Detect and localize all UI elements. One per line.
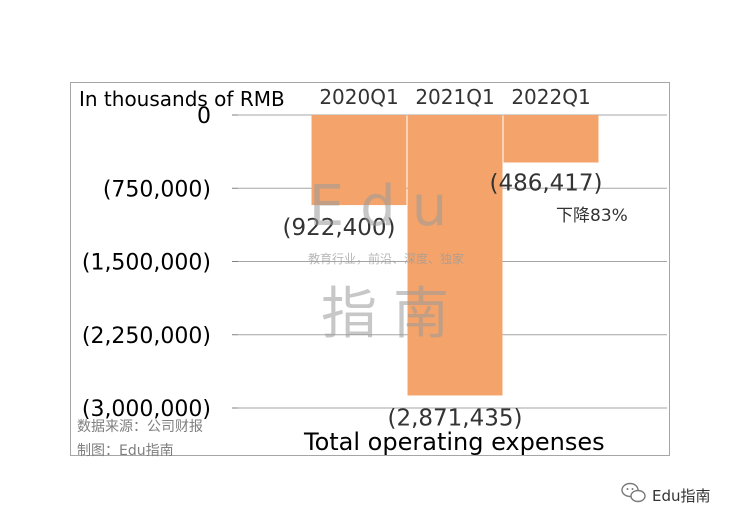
bar — [311, 115, 407, 206]
watermark-tagline: 教育行业，前沿、深度、独家 — [308, 251, 464, 266]
data-label: (922,400) — [282, 215, 395, 241]
y-tick-label: (3,000,000) — [82, 397, 211, 422]
x-axis-title: Total operating expenses — [303, 428, 605, 456]
y-tick-label: (750,000) — [103, 177, 211, 202]
chart-frame: 0 (750,000) (1,500,000) (2,250,000) (3,000,0… — [70, 82, 670, 457]
wechat-icon — [621, 482, 646, 503]
source-line: 数据来源：公司财报 — [77, 419, 203, 435]
watermark-zhinan: 指南 — [321, 282, 465, 347]
decrease-annotation: 下降83% — [556, 206, 628, 226]
x-category-label: 2022Q1 — [511, 85, 590, 109]
data-label: (2,871,435) — [387, 405, 522, 431]
y-tick-label: (2,250,000) — [82, 324, 211, 349]
y-tick-label: 0 — [197, 104, 211, 129]
brand-name: Edu指南 — [652, 487, 711, 505]
bar — [503, 115, 599, 163]
chart-credit-line: 制图：Edu指南 — [77, 443, 174, 457]
unit-label: In thousands of RMB — [79, 87, 285, 111]
data-label: (486,417) — [489, 171, 602, 197]
x-category-label: 2021Q1 — [415, 85, 494, 109]
bar — [407, 115, 503, 396]
watermark-edu: Edu — [309, 174, 463, 239]
y-tick-label: (1,500,000) — [82, 251, 211, 276]
bar-chart: 0 (750,000) (1,500,000) (2,250,000) (3,000,0… — [77, 85, 667, 457]
x-category-label: 2020Q1 — [319, 85, 398, 109]
